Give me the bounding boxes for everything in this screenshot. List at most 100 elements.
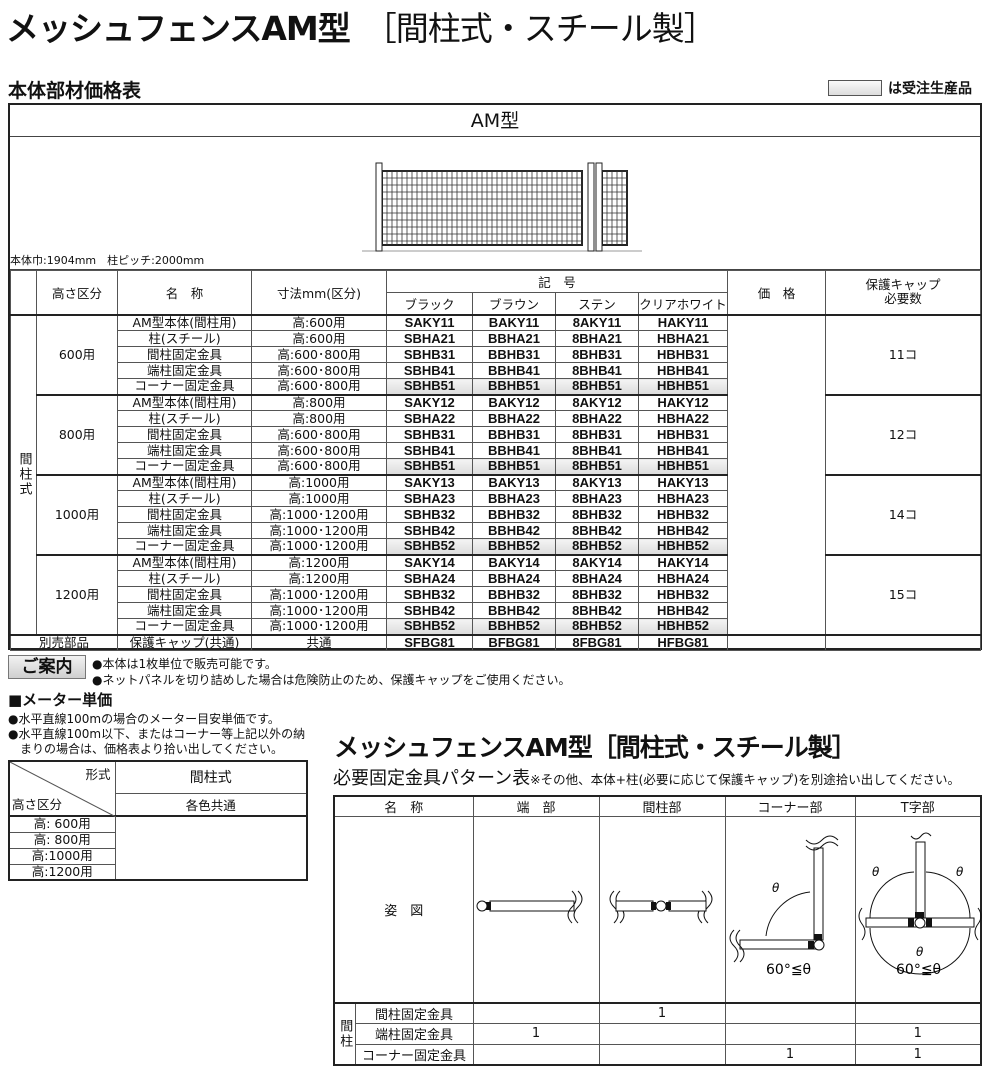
part-code: SFBG81 [386, 633, 473, 651]
part-code: 8BHA22 [555, 410, 639, 427]
corner-bottom: 高さ区分 [12, 797, 63, 812]
fitting-count: 1 [854, 1043, 982, 1066]
part-code: HBHB32 [637, 506, 729, 523]
part-code: SBHA24 [386, 570, 473, 587]
theta-label: θ [916, 945, 924, 959]
header-name: 名 称 [117, 270, 252, 315]
part-size: 高:800用 [251, 410, 387, 427]
part-size: 高:1200用 [251, 570, 387, 587]
part-code: BBHB32 [472, 586, 556, 603]
part-code: HBHB32 [637, 586, 729, 603]
part-code: SBHB42 [386, 522, 473, 539]
part-size: 高:1000･1200用 [251, 538, 387, 555]
part-code: SBHB41 [386, 362, 473, 379]
middle-post-figure [598, 816, 726, 1003]
meter-row-label: 高:1200用 [8, 863, 116, 881]
header-code: 記 号 [385, 270, 729, 293]
table-row: 柱(スチール) 高:800用 SBHA22 BBHA22 8BHA22 HBHA22 [11, 410, 981, 427]
figure-caption: 本体巾:1904mm 柱ピッチ:2000mm [10, 254, 205, 267]
part-size: 高:1000･1200用 [251, 506, 387, 523]
part-code: SBHB31 [386, 346, 473, 363]
price-cell [727, 633, 827, 651]
end-figure [472, 816, 600, 1003]
part-code: SAKY13 [386, 473, 473, 491]
part-code: HBHB52 [637, 618, 729, 635]
cap-count: 11コ [825, 313, 982, 395]
part-code: BBHA24 [472, 570, 556, 587]
part-size: 高:1000用 [251, 490, 387, 507]
part-code: BAKY12 [472, 393, 556, 411]
header-color-brown: ブラウン [472, 292, 556, 315]
part-code: 8BHB42 [555, 602, 639, 619]
part-code: 8BHB32 [555, 586, 639, 603]
figure-label: 姿 図 [333, 816, 474, 1003]
part-code: SBHA23 [386, 490, 473, 507]
part-name: AM型本体(間柱用) [117, 473, 252, 491]
part-size: 高:600用 [251, 330, 387, 347]
part-name: 端柱固定金具 [117, 442, 252, 459]
height-group: 600用 [36, 313, 118, 395]
part-code: BAKY14 [472, 553, 556, 571]
part-size: 高:600･800用 [251, 378, 387, 395]
t-junction-figure: θ θ θ 60°≦θ [854, 816, 982, 1003]
part-name: 柱(スチール) [117, 570, 252, 587]
part-name: コーナー固定金具 [117, 618, 252, 635]
fitting-name: 間柱固定金具 [354, 1002, 474, 1024]
part-code: HBHB42 [637, 522, 729, 539]
part-size: 高:600･800用 [251, 442, 387, 459]
meter-row-label: 高: 600用 [8, 815, 116, 833]
pattern-subtitle-note: ※その他、本体+柱(必要に応じて保護キャップ)を別途拾い出してください。 [530, 772, 961, 787]
meter-row-label: 高:1000用 [8, 847, 116, 865]
table-row: 柱(スチール) 高:1200用 SBHA24 BBHA24 8BHA24 HBHA24 [11, 570, 981, 587]
fitting-count [472, 1002, 600, 1024]
part-code: BBHB42 [472, 602, 556, 619]
part-code: HBHB42 [637, 602, 729, 619]
price-table: 高さ区分名 称寸法mm(区分) 記 号価 格保護キャップ 必要数 ブラック ブラウン… [10, 270, 982, 651]
height-group: 1200用 [36, 553, 118, 635]
part-code: 8AKY14 [555, 553, 639, 571]
pattern-header: T字部 [854, 795, 982, 817]
part-size: 高:600･800用 [251, 426, 387, 443]
guide-note: ●ネットパネルを切り詰めした場合は危険防止のため、保護キャップをご使用ください。 [92, 673, 571, 687]
table-row: 端柱固定金具 高:1000･1200用 SBHB42 BBHB42 8BHB42 HBHB… [11, 602, 981, 619]
cap-count: 12コ [825, 393, 982, 475]
guide-badge: ご案内 [8, 655, 86, 679]
header-color-black: ブラック [386, 292, 473, 315]
meter-note: ●水平直線100m以下、またはコーナー等上記以外の納 [8, 727, 306, 741]
pattern-header: 名 称 [333, 795, 474, 817]
part-name: AM型本体(間柱用) [117, 313, 252, 331]
table-row: 間柱式 600用 AM型本体(間柱用) 高:600用 SAKY11 BAKY11 8AKY1… [10, 313, 982, 635]
part-code: SBHB52 [386, 618, 473, 635]
part-code: 8BHA21 [555, 330, 639, 347]
type-label: 間柱式 [10, 313, 37, 635]
table-row: コーナー固定金具 高:1000･1200用 SBHB52 BBHB52 8BHB52 HB… [11, 618, 981, 635]
theta-label: θ [956, 865, 964, 879]
legend-made-to-order: は受注生産品 [828, 78, 972, 98]
table-row: 端柱固定金具 高:1000･1200用 SBHB42 BBHB42 8BHB42 HBHB… [11, 522, 981, 539]
part-code: BBHB41 [472, 362, 556, 379]
part-code: HBHA21 [637, 330, 729, 347]
part-code: 8AKY12 [555, 393, 639, 411]
part-code: HBHA24 [637, 570, 729, 587]
table-row: 1200用 AM型本体(間柱用) 高:1200用 SAKY14 BAKY14 8AKY14… [11, 553, 982, 635]
part-code: BBHB31 [472, 426, 556, 443]
part-code: BBHB52 [472, 538, 556, 555]
part-code: SBHA21 [386, 330, 473, 347]
model-header: AM型 [10, 105, 980, 137]
table-row: 端柱固定金具 高:600･800用 SBHB41 BBHB41 8BHB41 HBHB41 [11, 442, 981, 459]
header-size: 寸法mm(区分) [251, 270, 387, 315]
meter-col-type: 間柱式 [114, 760, 308, 794]
pattern-header: 端 部 [472, 795, 600, 817]
part-code: BBHB42 [472, 522, 556, 539]
page-title: メッシュフェンスAM型 ［間柱式・スチール製］ [6, 2, 717, 50]
part-size: 高:1000･1200用 [251, 522, 387, 539]
price-cell [727, 313, 827, 635]
group-label: 間柱 [333, 1002, 356, 1066]
part-code: 8BHB31 [555, 346, 639, 363]
fitting-count [472, 1043, 600, 1066]
meter-note: まりの場合は、価格表より拾い出してください。 [8, 742, 284, 756]
header-height: 高さ区分 [36, 270, 118, 315]
part-code: 8BHB52 [555, 618, 639, 635]
pattern-subtitle-text: 必要固定金具パターン表 [333, 768, 531, 789]
part-code: BBHB41 [472, 442, 556, 459]
